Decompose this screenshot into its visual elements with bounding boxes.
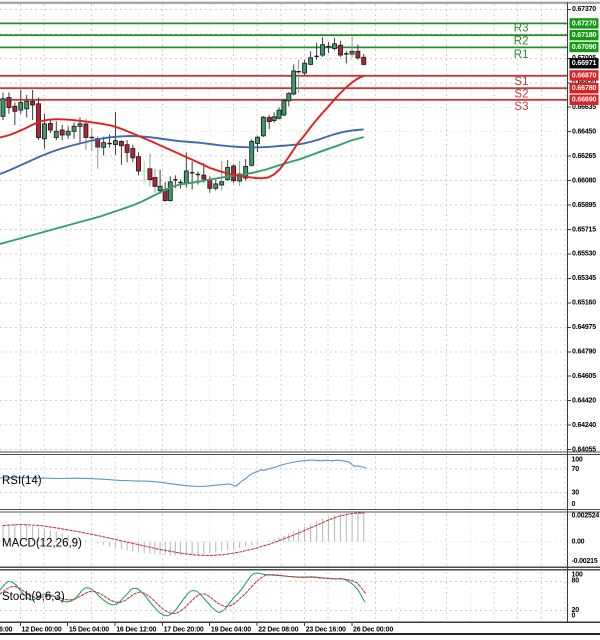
svg-text:0.65530: 0.65530 [572, 251, 596, 258]
svg-text:0.67270: 0.67270 [572, 18, 597, 27]
svg-text:16 Dec 12:00: 16 Dec 12:00 [116, 626, 156, 633]
svg-text:20: 20 [572, 607, 580, 614]
svg-text:MACD(12,26,9): MACD(12,26,9) [2, 538, 82, 550]
svg-text:0.002524: 0.002524 [572, 512, 600, 519]
svg-text:0.64790: 0.64790 [572, 349, 596, 356]
svg-text:0.64055: 0.64055 [572, 446, 596, 453]
svg-text:0.65160: 0.65160 [572, 300, 596, 307]
svg-text:S2: S2 [514, 89, 528, 101]
svg-text:0.00: 0.00 [572, 539, 585, 546]
svg-text:0: 0 [572, 501, 576, 508]
svg-text:0: 0 [572, 612, 576, 619]
svg-text:0.67370: 0.67370 [572, 6, 596, 13]
svg-text:100: 100 [572, 456, 583, 463]
svg-text:R3: R3 [514, 23, 529, 35]
svg-text:15 Dec 04:00: 15 Dec 04:00 [69, 626, 109, 633]
svg-text:23 Dec 16:00: 23 Dec 16:00 [306, 626, 346, 633]
svg-text:0.66780: 0.66780 [572, 83, 597, 92]
svg-text:0.64975: 0.64975 [572, 324, 596, 331]
svg-text:22 Dec 08:00: 22 Dec 08:00 [258, 626, 298, 633]
svg-text:Stoch(9,6,3): Stoch(9,6,3) [2, 591, 65, 603]
svg-text:0.64240: 0.64240 [572, 422, 596, 429]
svg-text:80: 80 [572, 577, 580, 584]
svg-text:0.64420: 0.64420 [572, 397, 596, 404]
svg-text:S3: S3 [514, 101, 528, 113]
svg-text:30: 30 [572, 489, 580, 496]
svg-text:0.66690: 0.66690 [572, 95, 597, 104]
svg-text:70: 70 [572, 466, 580, 473]
svg-text:0.65895: 0.65895 [572, 202, 596, 209]
svg-text:0.65715: 0.65715 [572, 226, 596, 233]
svg-text:RSI(14): RSI(14) [2, 475, 42, 487]
svg-text:0.65345: 0.65345 [572, 275, 596, 282]
svg-text:0.66265: 0.66265 [572, 153, 596, 160]
svg-text:-0.00215: -0.00215 [572, 558, 598, 565]
svg-text:100: 100 [572, 571, 583, 578]
svg-text:0.66971: 0.66971 [572, 58, 597, 67]
svg-text:0.66450: 0.66450 [572, 129, 596, 136]
svg-text:12 Dec 00:00: 12 Dec 00:00 [22, 626, 62, 633]
svg-text:17 Dec 20:00: 17 Dec 20:00 [164, 626, 204, 633]
svg-text:S1: S1 [514, 76, 528, 88]
svg-text:0.64605: 0.64605 [572, 373, 596, 380]
svg-text:26 Dec 00:00: 26 Dec 00:00 [353, 626, 393, 633]
svg-text:19 Dec 04:00: 19 Dec 04:00 [211, 626, 251, 633]
svg-text:0.66080: 0.66080 [572, 177, 596, 184]
svg-text:0.66635: 0.66635 [572, 104, 596, 111]
svg-text:0.66870: 0.66870 [572, 70, 597, 79]
svg-text:R2: R2 [514, 36, 529, 48]
svg-text:0.67180: 0.67180 [572, 30, 597, 39]
svg-text:6:00: 6:00 [0, 626, 13, 633]
svg-text:R1: R1 [514, 49, 529, 61]
svg-text:0.67090: 0.67090 [572, 42, 597, 51]
